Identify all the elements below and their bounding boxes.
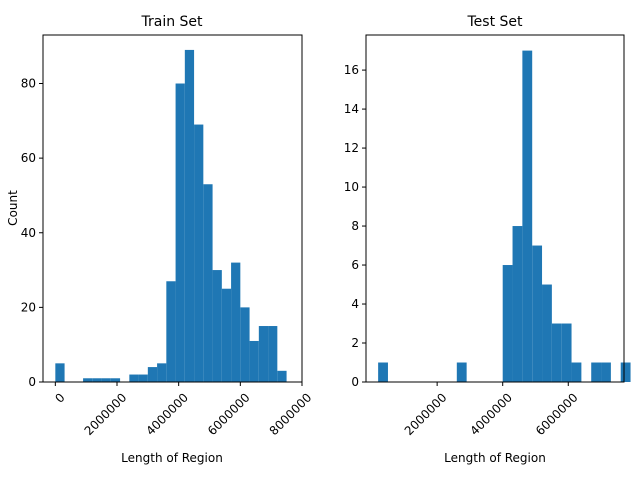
train-set-title: Train Set [140, 14, 203, 30]
test-set-y-tick-label-1: 2 [351, 336, 359, 350]
test-set-y-tick-label-6: 12 [344, 141, 359, 155]
train-set-y-tick-label-3: 60 [21, 151, 36, 165]
train-set-bar-5 [101, 378, 111, 382]
train-set-bar-24 [277, 370, 287, 382]
test-set-bar-13 [591, 362, 602, 382]
train-set-y-tick-label-4: 80 [21, 77, 36, 91]
train-set-bar-19 [231, 262, 241, 382]
train-set-bar-22 [258, 326, 269, 382]
train-set-bar-23 [268, 326, 278, 382]
train-set-bar-4 [92, 378, 102, 382]
train-set-plot-frame [42, 34, 303, 383]
train-set-bar-18 [221, 288, 232, 382]
train-set-y-axis-label: Count [6, 190, 20, 226]
test-set-bar-8 [542, 284, 552, 382]
train-set-bar-3 [83, 378, 93, 382]
test-set-y-tick-label-3: 6 [351, 258, 359, 272]
test-set-bar-6 [522, 50, 533, 382]
test-set-bar-4 [502, 265, 513, 382]
train-set-y-tick-label-1: 20 [21, 300, 36, 314]
train-set-bar-6 [110, 378, 121, 382]
test-set-y-tick-label-5: 10 [344, 180, 359, 194]
test-set-plot-frame [365, 34, 625, 383]
test-set-bar-16 [620, 362, 631, 382]
train-set-bar-15 [194, 124, 204, 383]
train-set-bar-21 [249, 340, 259, 382]
train-set-bars [55, 49, 287, 383]
test-set-bar-0 [378, 362, 388, 382]
test-set-y-tick-label-7: 14 [344, 102, 359, 116]
train-set-bar-14 [184, 49, 195, 383]
test-set-title: Test Set [466, 14, 523, 30]
test-set-bar-14 [601, 362, 611, 382]
test-set-bar-2 [456, 362, 467, 382]
test-set-x-axis-label: Length of Region [444, 451, 546, 465]
test-set-y-tick-label-2: 4 [351, 297, 359, 311]
test-set-bar-9 [551, 323, 562, 382]
train-set-y-tick-label-0: 0 [28, 375, 36, 389]
test-set-bar-5 [512, 226, 523, 382]
train-set-bar-16 [203, 184, 213, 382]
test-set-bar-7 [532, 245, 543, 382]
train-set-bar-0 [55, 363, 65, 382]
train-set-bar-12 [166, 281, 176, 382]
train-set-x-axis-label: Length of Region [121, 451, 223, 465]
train-set-bar-9 [138, 374, 148, 382]
train-set-y-tick-label-2: 40 [21, 226, 36, 240]
test-set-y-tick-label-4: 8 [351, 219, 359, 233]
train-set-bar-17 [212, 270, 222, 382]
test-set-bars [378, 50, 631, 382]
test-set-bar-11 [571, 362, 582, 382]
test-set-bar-10 [561, 323, 572, 382]
train-set-bar-20 [240, 307, 250, 382]
train-set-bar-13 [175, 83, 185, 382]
train-set-bar-10 [147, 367, 158, 382]
test-set-y-tick-label-0: 0 [351, 375, 359, 389]
train-set-bar-8 [129, 374, 139, 382]
train-set-bar-11 [157, 363, 167, 382]
test-set-y-tick-label-8: 16 [344, 63, 359, 77]
